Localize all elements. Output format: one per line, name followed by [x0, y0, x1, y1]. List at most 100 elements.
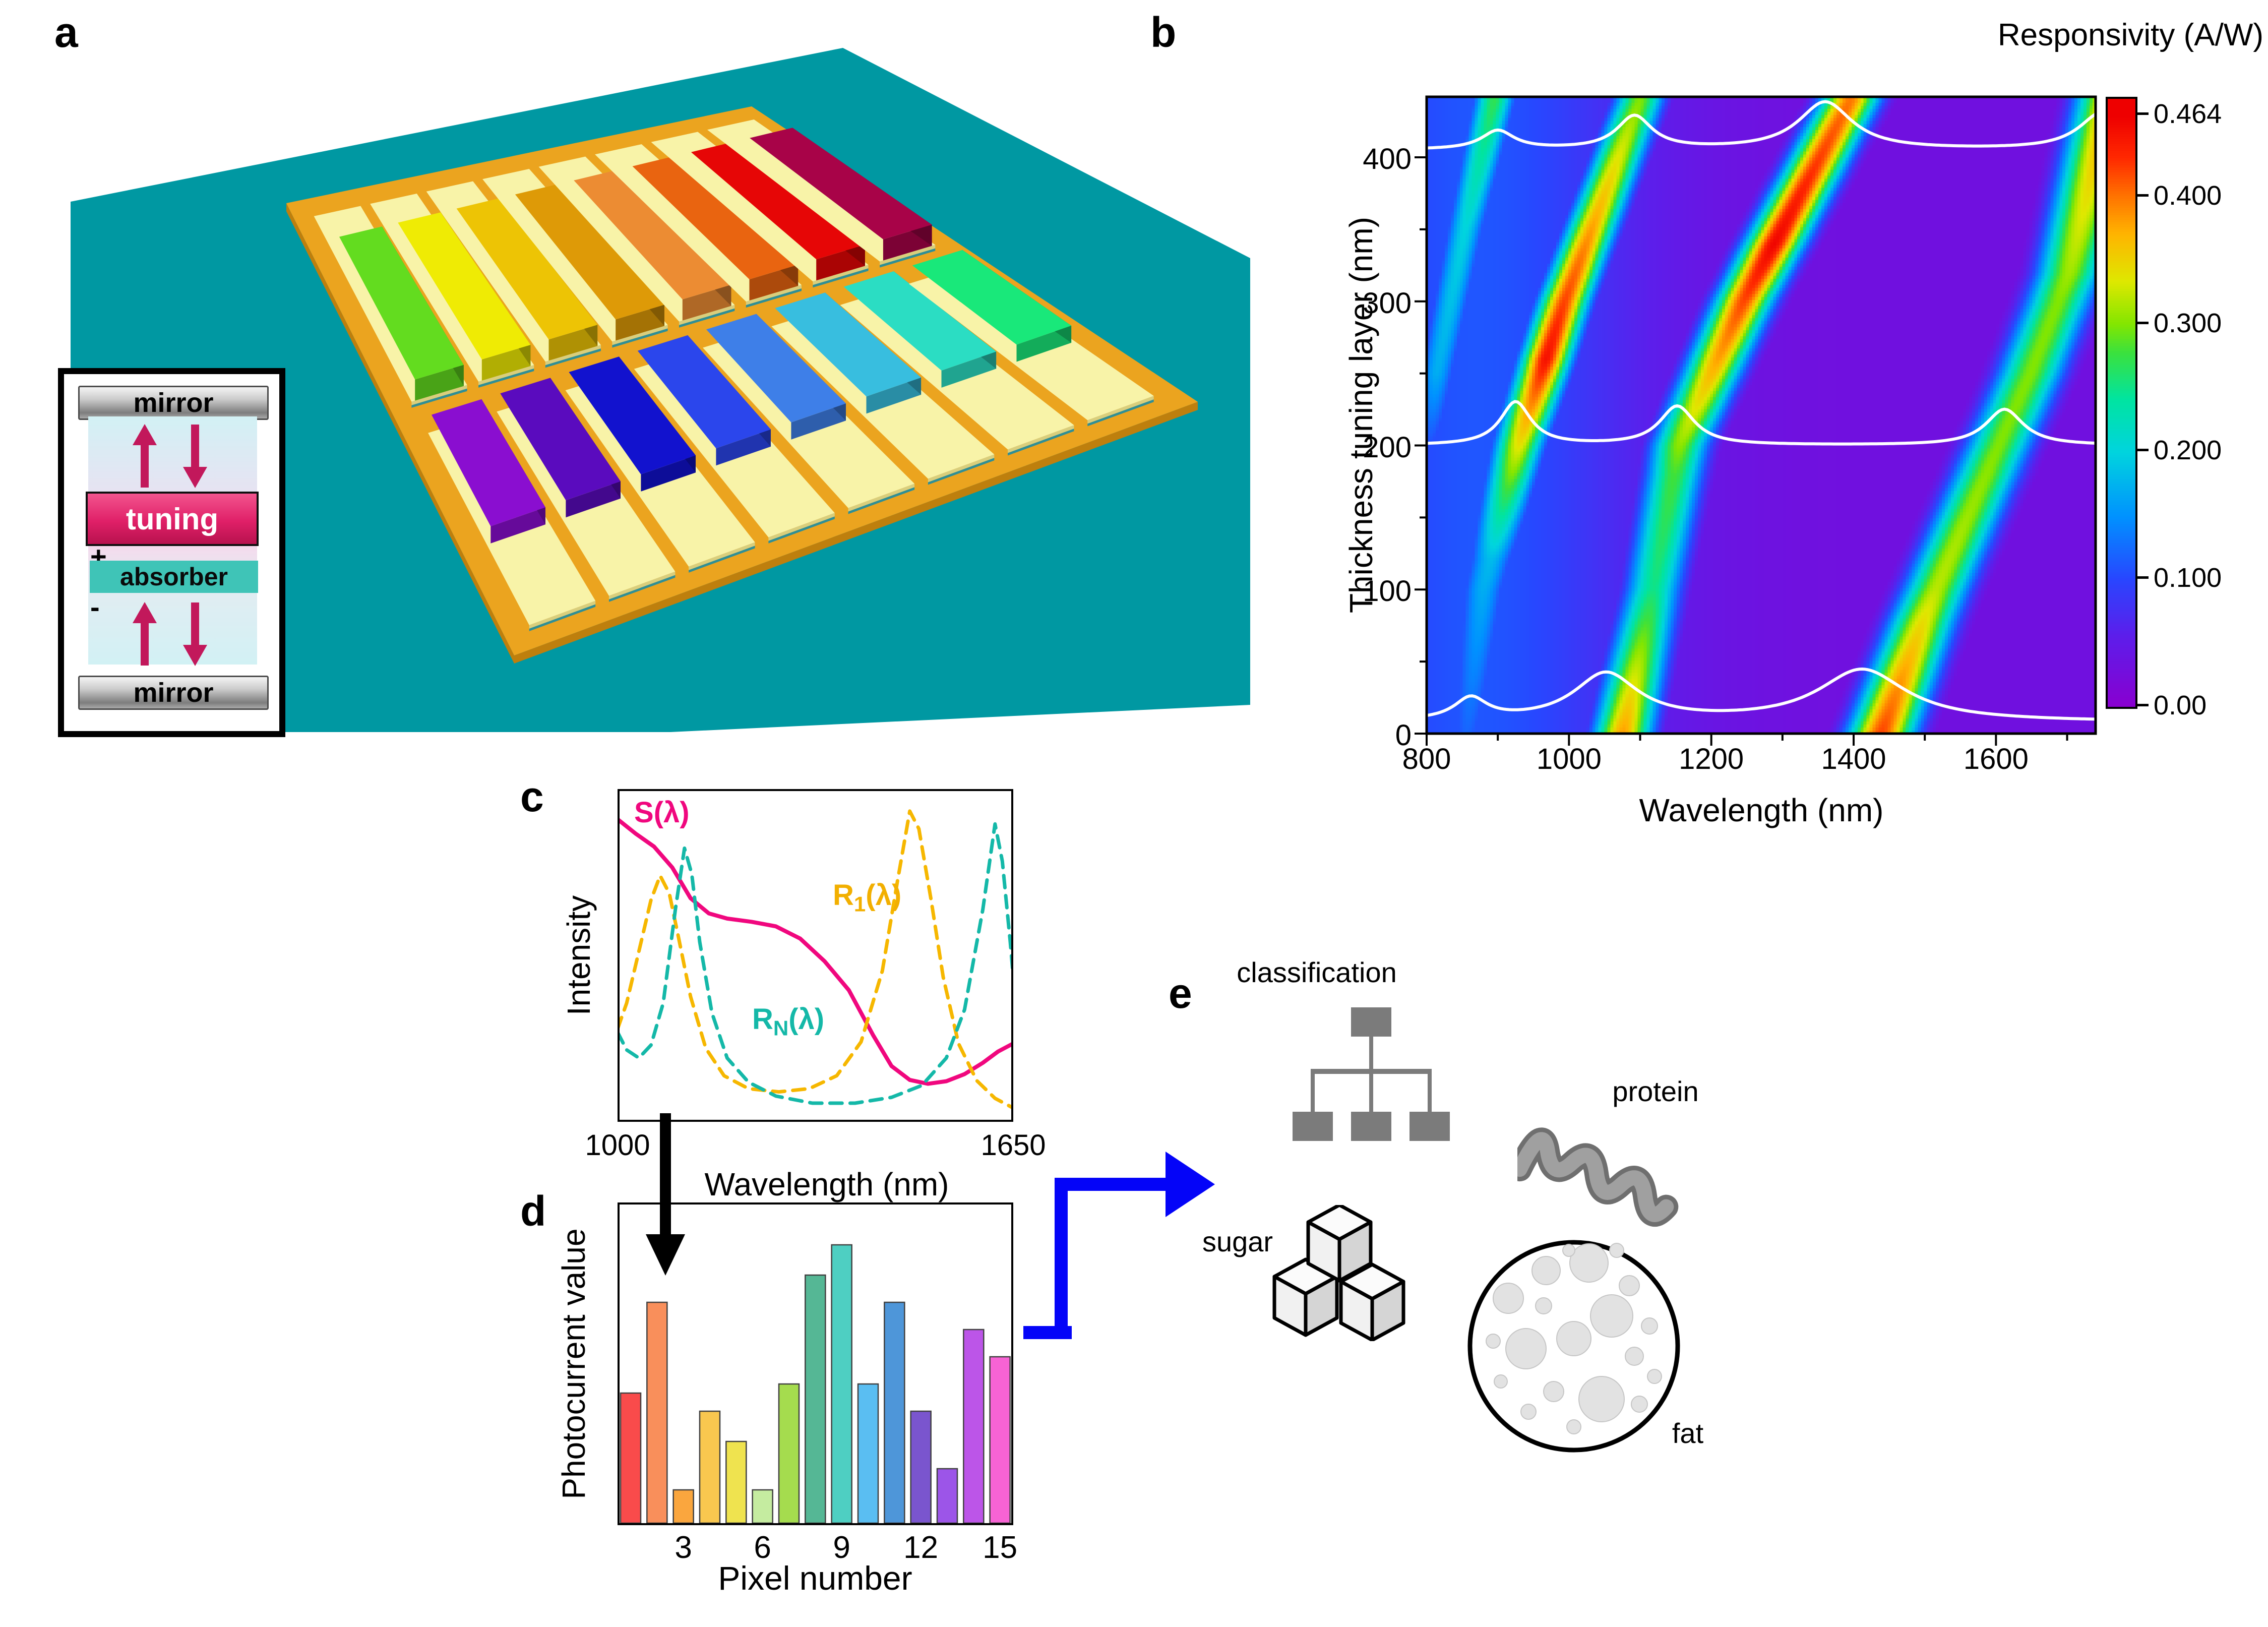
pixel-bar-top: [691, 142, 865, 260]
pixel-bar-front: [491, 507, 545, 544]
bars-x-axis-title: Pixel number: [718, 1559, 912, 1597]
panel-c-label: c: [520, 773, 544, 820]
heatmap-y-tick-label: 100: [1363, 575, 1412, 608]
pixel-pad-edge: [880, 245, 936, 265]
pixel-absorber-edge: [746, 288, 802, 308]
spectrum-curve-S: [618, 817, 1013, 1086]
heatmap-axes-overlay: [1415, 95, 2097, 746]
sugar-label: sugar: [1202, 1226, 1273, 1257]
pixel-bar-front: [481, 345, 531, 381]
photocurrent-bar: [725, 1440, 747, 1524]
protein-label: protein: [1612, 1075, 1699, 1107]
pixel-absorber-edge: [411, 388, 467, 408]
heatmap-y-tick-label: 400: [1363, 143, 1412, 175]
pixel-bar-top: [632, 156, 799, 279]
minus-sign: -: [90, 591, 100, 623]
pixel-absorber-edge: [545, 348, 601, 368]
pixel-pad-edge: [529, 600, 596, 629]
photocurrent-bar: [989, 1356, 1011, 1524]
pixel-bar-top: [574, 170, 731, 299]
pixel-absorber-edge: [768, 516, 835, 544]
pixel-pad-edge: [1008, 425, 1074, 453]
pixel-pad-edge: [545, 345, 601, 366]
panel-d-label: d: [520, 1187, 546, 1235]
pixel-bar-top: [500, 378, 621, 501]
pixel-bar-top: [569, 356, 696, 474]
pixel-bar-front: [548, 325, 598, 361]
responsivity-1-label: R1(λ): [833, 879, 902, 916]
photocurrent-bar: [884, 1301, 905, 1524]
panel-b-label: b: [1150, 9, 1177, 56]
pixel-bar-front: [791, 403, 846, 440]
bars-x-tick-label: 12: [903, 1530, 939, 1565]
photocurrent-bar: [752, 1489, 773, 1524]
spectrum-curve-R1: [618, 809, 1013, 1110]
mirror-top-layer: mirror: [78, 386, 269, 420]
response-spectrum-curve-3: [1427, 100, 2096, 150]
colorbar-tick: [2135, 112, 2149, 115]
spectra-plot: [618, 789, 1013, 1122]
colorbar-tick: [2135, 321, 2149, 324]
spectra-border: [618, 789, 1013, 1122]
pixel-pad-edge: [813, 265, 869, 285]
pixel-pad-edge: [768, 513, 835, 541]
down-arrow-icon: [183, 645, 207, 666]
photocurrent-bar: [699, 1410, 721, 1524]
colorbar-title: Responsivity (A/W): [1997, 18, 2263, 52]
pixel-absorber-edge: [478, 369, 534, 388]
spectrum-to-pixels-arrow-icon: [646, 1113, 685, 1276]
pixel-bar-front: [616, 305, 664, 341]
colorbar-tick-label: 0.200: [2154, 435, 2222, 466]
fat-bubbles: [1486, 1243, 1662, 1434]
pixel-bar-top: [339, 226, 464, 380]
panel-e-label: e: [1169, 970, 1192, 1017]
pixel-bar-top: [912, 250, 1072, 345]
pixel-absorber-edge: [928, 458, 995, 485]
panel-a-label: a: [54, 9, 78, 56]
pixel-absorber-edge: [1008, 429, 1074, 456]
spectra-x-tick-label: 1650: [980, 1129, 1046, 1162]
photocurrent-bar: [831, 1244, 852, 1524]
response-spectrum-curve-2: [1427, 400, 2096, 446]
photocurrent-bar: [936, 1468, 958, 1524]
pixel-pad-edge: [478, 365, 534, 385]
colorbar-tick: [2135, 576, 2149, 579]
bars-x-tick-label: 3: [675, 1530, 692, 1565]
pixel-bar-front: [566, 481, 621, 518]
colorbar-tick-label: 0.100: [2154, 563, 2222, 593]
pixel-pad-edge: [612, 325, 668, 345]
photocurrent-bar: [910, 1410, 932, 1524]
pixel-pad-edge: [1087, 396, 1154, 424]
colorbar-tick: [2135, 449, 2149, 452]
classification-tree-icon: [1293, 1007, 1450, 1141]
photocurrent-bar: [778, 1383, 800, 1524]
pixel-bar-front: [716, 429, 771, 466]
photocurrent-bar: [963, 1329, 985, 1524]
pixel-pad-edge: [928, 454, 995, 483]
pixel-pad-edge: [746, 285, 802, 306]
pixel-absorber-edge: [1087, 399, 1154, 427]
heatmap-x-tick-label: 800: [1402, 743, 1451, 775]
photocurrent-bar: [805, 1274, 826, 1524]
device-3d-scene: [71, 48, 1250, 732]
pixel-bar-front: [941, 351, 997, 388]
pixel-absorber-edge: [679, 308, 735, 328]
colorbar-tick: [2135, 194, 2149, 197]
spectra-y-axis-title: Intensity: [561, 895, 597, 1016]
cavity-stack-inset: mirror tuning + absorber - mirror: [58, 368, 285, 737]
pixel-bar-front: [415, 365, 464, 401]
bars-x-tick-label: 9: [833, 1530, 850, 1565]
plate-side-face: [286, 203, 514, 664]
pixel-absorber-edge: [813, 268, 869, 288]
pixel-bar-front: [1016, 325, 1072, 362]
bars-x-tick-label: 15: [983, 1530, 1018, 1565]
light-bounce-arrows-top: [133, 424, 207, 488]
heatmap-x-tick-label: 1200: [1679, 743, 1744, 775]
heatmap-x-tick-label: 1600: [1963, 743, 2029, 775]
colorbar-tick-label: 0.300: [2154, 308, 2222, 338]
light-bounce-arrows-bottom: [133, 602, 207, 666]
pixel-bar-top: [750, 128, 932, 239]
source-spectrum-label: S(λ): [634, 796, 690, 829]
detector-pixel-array: [314, 119, 1154, 631]
